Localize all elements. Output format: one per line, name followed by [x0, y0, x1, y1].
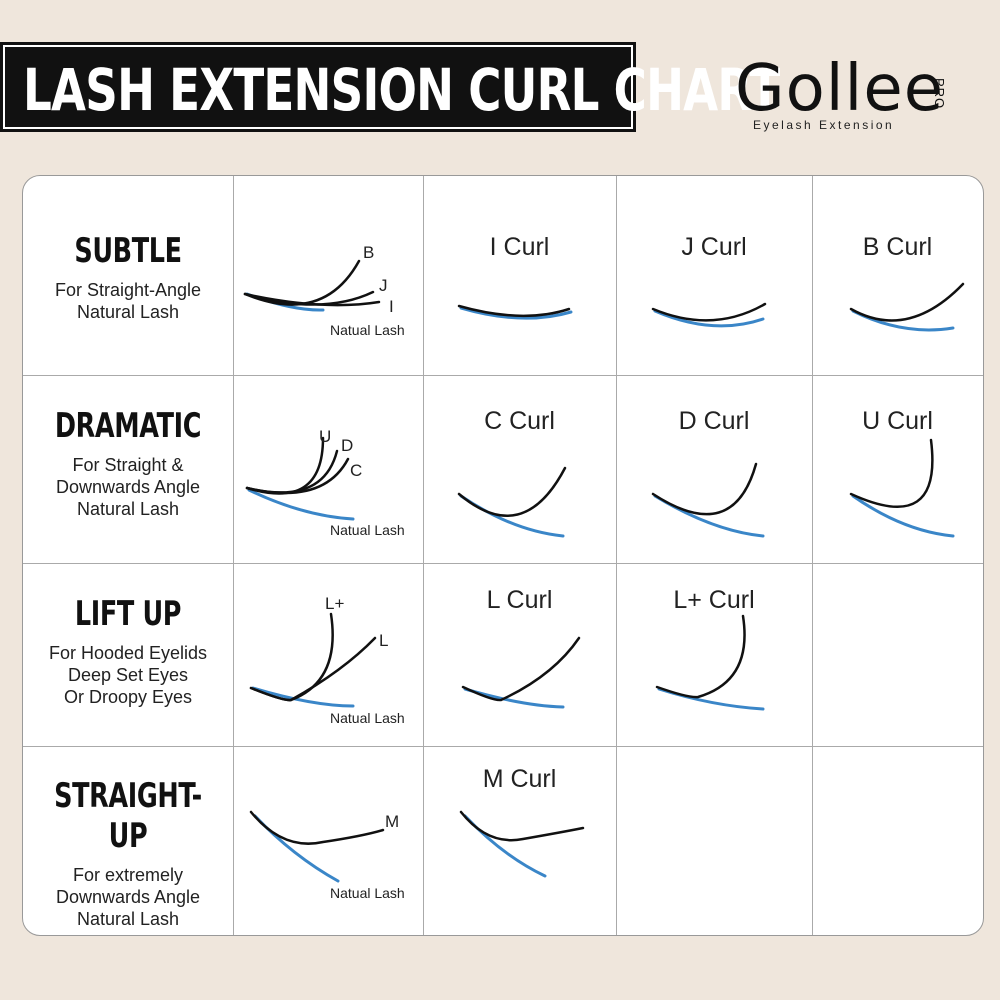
overlay-lift-up-icon	[249, 612, 377, 708]
overlay-subtle-icon	[243, 259, 381, 312]
curl-label-l: L Curl	[486, 586, 553, 614]
category-description: For Hooded Eyelids Deep Set Eyes Or Droopy…	[48, 643, 208, 707]
overlay-straight-up-icon	[249, 810, 385, 883]
page-title: LASH EXTENSION CURL CHART	[23, 56, 780, 124]
overlay-letter: M	[385, 812, 399, 831]
natural-lash-label: Natual Lash	[330, 885, 405, 901]
grid-divider	[812, 176, 813, 935]
category-title: SUBTLE	[74, 231, 182, 271]
m-curl-icon	[463, 814, 547, 878]
grid-divider	[23, 746, 983, 747]
category-lift-up: LIFT UP For Hooded Eyelids Deep Set Eyes O…	[23, 594, 233, 708]
lash-illustrations: B J I Natual Lash U D C Natual Lash	[243, 243, 965, 901]
grid-divider	[23, 375, 983, 376]
curl-label-b: B Curl	[862, 233, 933, 261]
j-curl-icon	[653, 309, 765, 328]
overlay-letter: U	[319, 427, 331, 446]
d-curl-icon	[653, 494, 765, 538]
overlay-letter: D	[341, 436, 353, 455]
category-description: For Straight & Downwards Angle Natural Las…	[55, 455, 201, 519]
overlay-letter: L	[379, 631, 388, 650]
title-banner: LASH EXTENSION CURL CHART	[0, 42, 780, 132]
overlay-letter: I	[389, 297, 394, 316]
overlay-letter: B	[363, 243, 374, 262]
curl-label-d: D Curl	[678, 407, 750, 435]
category-subtle: SUBTLE For Straight-Angle Natural Lash	[23, 231, 233, 323]
grid-divider	[233, 176, 234, 935]
overlay-letter: J	[379, 276, 388, 295]
curl-label-j: J Curl	[681, 233, 747, 261]
category-title: DRAMATIC	[54, 406, 202, 446]
curl-label-m: M Curl	[482, 765, 557, 793]
u-curl-icon	[851, 494, 955, 538]
category-title: STRAIGHT-UP	[54, 776, 202, 856]
grid-divider	[23, 563, 983, 564]
curl-label-i: I Curl	[489, 233, 550, 261]
category-description: For Straight-Angle Natural Lash	[54, 280, 202, 322]
grid-divider	[423, 176, 424, 935]
natural-lash-label: Natual Lash	[330, 710, 405, 726]
curl-label-l-plus: L+ Curl	[673, 586, 755, 614]
category-straight-up: STRAIGHT-UP For extremely Downwards Angle…	[23, 776, 233, 930]
curl-label-u: U Curl	[862, 407, 933, 435]
l-curl-icon	[463, 687, 565, 709]
category-description: For extremely Downwards Angle Natural Lash	[55, 865, 201, 929]
i-curl-icon	[459, 306, 573, 320]
natural-lash-label: Natual Lash	[330, 322, 405, 338]
curl-chart-table: SUBTLE For Straight-Angle Natural Lash DR…	[22, 175, 984, 936]
brand-name: Gollee	[735, 52, 945, 126]
grid-divider	[616, 176, 617, 935]
natural-lash-label: Natual Lash	[330, 522, 405, 538]
curl-label-c: C Curl	[484, 407, 555, 435]
brand-badge: PRO	[932, 78, 947, 110]
brand-tagline: Eyelash Extension	[753, 118, 895, 132]
overlay-dramatic-icon	[245, 436, 355, 521]
category-title: LIFT UP	[74, 594, 182, 634]
overlay-letter: C	[350, 461, 362, 480]
overlay-letter: L+	[325, 594, 344, 613]
category-dramatic: DRAMATIC For Straight & Downwards Angle Na…	[23, 406, 233, 520]
brand-logo: Gollee PRO Eyelash Extension	[735, 50, 965, 135]
